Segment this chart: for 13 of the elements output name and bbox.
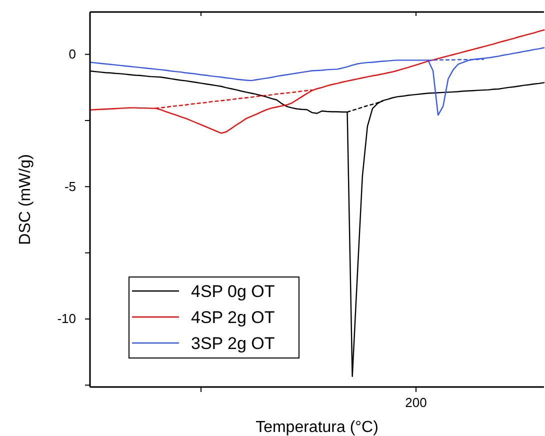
line-series (89, 29, 545, 134)
line-series (346, 100, 384, 113)
text: 200 (405, 395, 427, 410)
y-tick-label: -10 (57, 311, 76, 326)
legend-label: 4SP 2g OT (191, 308, 275, 327)
y-tick-label: 0 (68, 46, 76, 62)
legend-label: 3SP 2g OT (191, 334, 275, 353)
y-tick-label: -5 (64, 178, 76, 194)
legend-label: 4SP 0g OT (191, 282, 275, 301)
line-series (154, 89, 313, 109)
x-axis-title: Temperatura (°C) (256, 419, 378, 436)
y-axis-title: DSC (mW/g) (17, 154, 34, 245)
line-series (89, 47, 545, 116)
